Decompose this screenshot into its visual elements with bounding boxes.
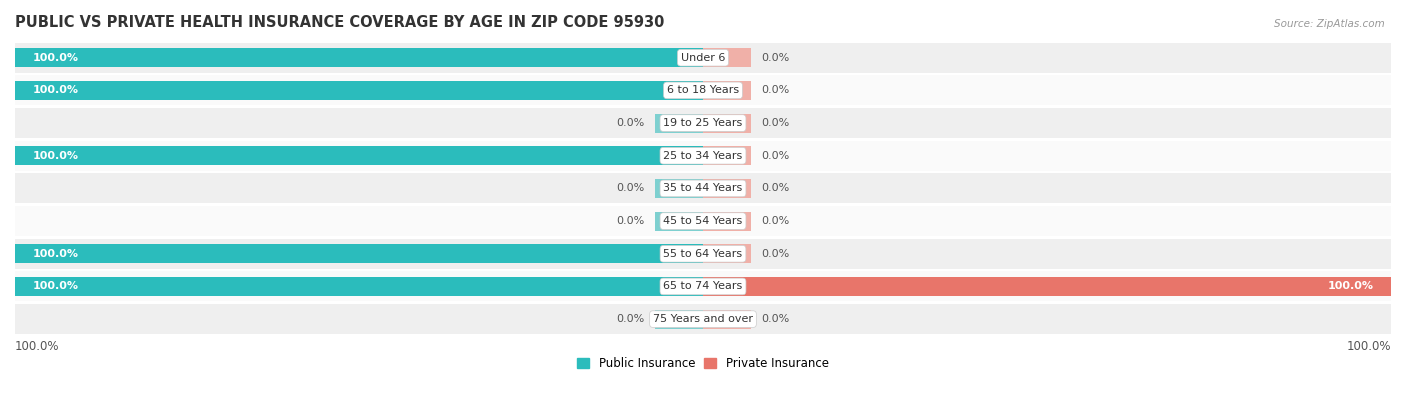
- Text: 0.0%: 0.0%: [616, 183, 644, 193]
- Text: 0.0%: 0.0%: [762, 151, 790, 161]
- Text: 100.0%: 100.0%: [32, 53, 79, 63]
- Text: 100.0%: 100.0%: [1347, 340, 1391, 354]
- Text: 75 Years and over: 75 Years and over: [652, 314, 754, 324]
- Text: 100.0%: 100.0%: [32, 85, 79, 95]
- Text: 19 to 25 Years: 19 to 25 Years: [664, 118, 742, 128]
- Bar: [655, 179, 703, 198]
- Legend: Public Insurance, Private Insurance: Public Insurance, Private Insurance: [572, 352, 834, 375]
- Text: 100.0%: 100.0%: [32, 281, 79, 292]
- Text: PUBLIC VS PRIVATE HEALTH INSURANCE COVERAGE BY AGE IN ZIP CODE 95930: PUBLIC VS PRIVATE HEALTH INSURANCE COVER…: [15, 15, 665, 30]
- Bar: [15, 173, 1391, 204]
- Text: 0.0%: 0.0%: [762, 216, 790, 226]
- Text: 55 to 64 Years: 55 to 64 Years: [664, 249, 742, 259]
- Bar: [703, 146, 751, 165]
- Bar: [655, 310, 703, 329]
- Bar: [15, 271, 1391, 301]
- Bar: [15, 304, 1391, 334]
- Text: 0.0%: 0.0%: [762, 85, 790, 95]
- Bar: [655, 114, 703, 133]
- Text: 0.0%: 0.0%: [762, 118, 790, 128]
- Bar: [15, 239, 1391, 269]
- Text: 100.0%: 100.0%: [1327, 281, 1374, 292]
- Bar: [703, 179, 751, 198]
- Bar: [703, 48, 751, 67]
- Bar: [15, 206, 1391, 236]
- Text: 0.0%: 0.0%: [762, 249, 790, 259]
- Text: Under 6: Under 6: [681, 53, 725, 63]
- Bar: [703, 81, 751, 100]
- Bar: [15, 48, 703, 67]
- Bar: [15, 43, 1391, 73]
- Bar: [15, 108, 1391, 138]
- Text: 0.0%: 0.0%: [616, 314, 644, 324]
- Bar: [703, 114, 751, 133]
- Text: 0.0%: 0.0%: [762, 53, 790, 63]
- Text: 100.0%: 100.0%: [15, 340, 59, 354]
- Text: 65 to 74 Years: 65 to 74 Years: [664, 281, 742, 292]
- Bar: [703, 310, 751, 329]
- Bar: [15, 141, 1391, 171]
- Text: 0.0%: 0.0%: [762, 183, 790, 193]
- Bar: [655, 211, 703, 230]
- Text: 45 to 54 Years: 45 to 54 Years: [664, 216, 742, 226]
- Text: 0.0%: 0.0%: [762, 314, 790, 324]
- Text: 35 to 44 Years: 35 to 44 Years: [664, 183, 742, 193]
- Text: 25 to 34 Years: 25 to 34 Years: [664, 151, 742, 161]
- Bar: [15, 146, 703, 165]
- Text: 6 to 18 Years: 6 to 18 Years: [666, 85, 740, 95]
- Bar: [15, 244, 703, 263]
- Text: 100.0%: 100.0%: [32, 151, 79, 161]
- Bar: [15, 75, 1391, 105]
- Bar: [15, 81, 703, 100]
- Bar: [703, 277, 1391, 296]
- Bar: [703, 244, 751, 263]
- Text: 0.0%: 0.0%: [616, 216, 644, 226]
- Bar: [703, 211, 751, 230]
- Text: 0.0%: 0.0%: [616, 118, 644, 128]
- Bar: [15, 277, 703, 296]
- Text: Source: ZipAtlas.com: Source: ZipAtlas.com: [1274, 19, 1385, 28]
- Text: 100.0%: 100.0%: [32, 249, 79, 259]
